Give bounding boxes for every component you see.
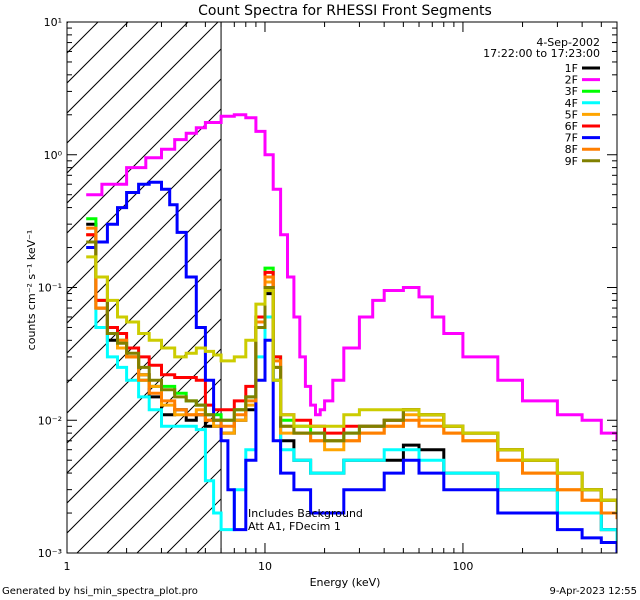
annotation-attenuator: Att A1, FDecim 1 [248,520,341,533]
y-tick-label: 10⁻³ [38,547,62,560]
x-tick-label: 100 [452,560,473,573]
legend-label: 8F [565,143,578,156]
y-tick-label: 10⁻² [38,414,62,427]
generated-by-footer: Generated by hsi_min_spectra_plot.pro [2,586,198,597]
x-tick-label: 10 [258,560,272,573]
legend-label: 6F [565,120,578,133]
legend-label: 2F [565,74,578,87]
y-axis-label: counts cm⁻² s⁻¹ keV⁻¹ [25,230,38,351]
time-range-label: 17:22:00 to 17:23:00 [483,47,600,60]
y-tick-label: 10¹ [44,16,62,29]
timestamp-footer: 9-Apr-2023 12:55 [549,586,637,597]
y-tick-label: 10⁻¹ [38,282,62,295]
axis-ticks: 1 10 100 10⁻³ 10⁻² 10⁻¹ 10⁰ 10¹ [38,16,618,573]
annotation-background: Includes Background [248,507,363,520]
legend-label: 7F [565,132,578,145]
y-tick-label: 10⁰ [44,149,63,162]
date-label: 4-Sep-2002 [536,36,600,49]
legend-label: 4F [565,97,578,110]
series-5f-yellow- [86,255,617,513]
series-2f [86,113,617,441]
x-axis-label: Energy (keV) [310,576,381,589]
legend-label: 3F [565,85,578,98]
chart-title: Count Spectra for RHESSI Front Segments [198,3,492,19]
series-7f [86,180,617,553]
legend-label: 1F [565,62,578,75]
legend-label: 5F [565,108,578,121]
legend-label: 9F [565,155,578,168]
x-tick-label: 1 [64,560,71,573]
